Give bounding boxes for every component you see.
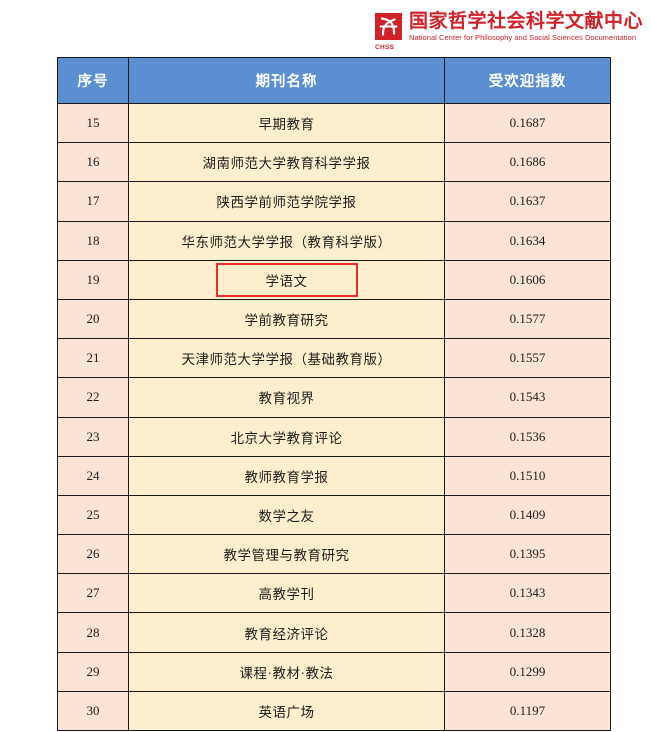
- journal-name-label: 北京大学教育评论: [230, 430, 343, 446]
- brand-subtitle: National Center for Philosophy and Socia…: [408, 33, 637, 42]
- cell-rank: 28: [57, 612, 129, 653]
- table-row: 16 湖南师范大学教育科学学报 0.1686: [57, 142, 611, 183]
- journal-ranking-table: 序号 期刊名称 受欢迎指数 15 早期教育 0.1687 16 湖南师范大学教育科学学报…: [57, 57, 611, 732]
- cell-popularity-index: 0.1686: [444, 142, 611, 183]
- table-header-row: 序号 期刊名称 受欢迎指数: [57, 57, 611, 104]
- journal-name-label: 陕西学前师范学院学报: [216, 195, 357, 211]
- journal-name-label: 早期教育: [258, 117, 315, 133]
- cell-rank: 27: [57, 573, 129, 614]
- journal-name-label: 华东师范大学学报（教育科学版）: [181, 234, 392, 250]
- journal-name-label: 学前教育研究: [244, 313, 329, 329]
- table-row: 22 教育视界 0.1543: [57, 377, 611, 418]
- cell-popularity-index: 0.1543: [444, 377, 611, 418]
- table-body: 15 早期教育 0.1687 16 湖南师范大学教育科学学报 0.1686 17 陕西学前师范…: [57, 102, 611, 732]
- cell-journal-name[interactable]: 教师教育学报: [128, 455, 445, 496]
- journal-name-label: 教学管理与教育研究: [223, 548, 350, 564]
- cell-popularity-index: 0.1577: [444, 298, 611, 340]
- cell-rank: 22: [57, 377, 129, 418]
- cell-rank: 21: [57, 338, 129, 379]
- cell-rank: 16: [57, 142, 129, 183]
- journal-name-label: 湖南师范大学教育科学学报: [202, 156, 371, 172]
- column-header-rank: 序号: [57, 57, 129, 104]
- cell-journal-name[interactable]: 天津师范大学学报（基础教育版）: [128, 338, 445, 379]
- table-header: 序号 期刊名称 受欢迎指数: [57, 57, 611, 104]
- journal-name-label: 教育视界: [258, 391, 315, 407]
- cell-journal-name[interactable]: 英语广场: [128, 690, 445, 732]
- cell-rank: 26: [57, 534, 129, 575]
- cell-rank: 30: [57, 690, 129, 732]
- table-row: 17 陕西学前师范学院学报 0.1637: [57, 181, 611, 222]
- cell-journal-name[interactable]: 湖南师范大学教育科学学报: [128, 142, 445, 183]
- journal-name-label: 课程·教材·教法: [239, 665, 334, 681]
- cell-journal-name[interactable]: 学语文: [128, 259, 445, 300]
- table-row: 21 天津师范大学学报（基础教育版） 0.1557: [57, 338, 611, 379]
- cell-rank: 17: [57, 181, 129, 222]
- table-row: 26 教学管理与教育研究 0.1395: [57, 534, 611, 575]
- cell-rank: 23: [57, 416, 129, 457]
- table-row: 28 教育经济评论 0.1328: [57, 612, 611, 653]
- cell-popularity-index: 0.1557: [444, 338, 611, 379]
- highlighted-journal-name: 学语文: [215, 262, 358, 297]
- column-header-popularity-index: 受欢迎指数: [444, 57, 611, 104]
- table-row: 27 高教学刊 0.1343: [57, 573, 611, 614]
- chss-logo-icon: CHSS: [374, 13, 402, 51]
- cell-rank: 19: [57, 259, 129, 300]
- cell-popularity-index: 0.1687: [444, 102, 611, 144]
- cell-popularity-index: 0.1328: [444, 612, 611, 653]
- journal-name-label: 教育经济评论: [244, 626, 329, 642]
- table-row: 15 早期教育 0.1687: [57, 102, 611, 144]
- cell-popularity-index: 0.1637: [444, 181, 611, 222]
- cell-journal-name[interactable]: 教育视界: [128, 377, 445, 418]
- table-row: 18 华东师范大学学报（教育科学版） 0.1634: [57, 220, 611, 261]
- chss-abbr-label: CHSS: [374, 44, 395, 52]
- cell-popularity-index: 0.1634: [444, 220, 611, 261]
- brand-header: CHSS 国家哲学社会科学文献中心 National Center for Ph…: [374, 11, 643, 51]
- cell-popularity-index: 0.1536: [444, 416, 611, 457]
- brand-title: 国家哲学社会科学文献中心: [408, 11, 643, 32]
- journal-name-label: 数学之友: [258, 508, 315, 524]
- cell-journal-name[interactable]: 高教学刊: [128, 573, 445, 614]
- cell-popularity-index: 0.1197: [444, 690, 611, 732]
- journal-name-label: 高教学刊: [258, 587, 315, 603]
- cell-journal-name[interactable]: 陕西学前师范学院学报: [128, 181, 445, 222]
- cell-journal-name[interactable]: 学前教育研究: [128, 298, 445, 340]
- cell-rank: 24: [57, 455, 129, 496]
- table-row: 25 数学之友 0.1409: [57, 494, 611, 536]
- cell-journal-name[interactable]: 课程·教材·教法: [128, 651, 445, 692]
- cell-popularity-index: 0.1299: [444, 651, 611, 692]
- cell-popularity-index: 0.1395: [444, 534, 611, 575]
- table-row: 19 学语文 0.1606: [57, 259, 611, 300]
- cell-rank: 25: [57, 494, 129, 536]
- cell-journal-name[interactable]: 教育经济评论: [128, 612, 445, 653]
- journal-name-label: 英语广场: [258, 704, 315, 720]
- cell-rank: 18: [57, 220, 129, 261]
- cell-popularity-index: 0.1343: [444, 573, 611, 614]
- cell-journal-name[interactable]: 北京大学教育评论: [128, 416, 445, 457]
- journal-name-label: 天津师范大学学报（基础教育版）: [181, 352, 392, 368]
- cell-journal-name[interactable]: 华东师范大学学报（教育科学版）: [128, 220, 445, 261]
- table-row: 24 教师教育学报 0.1510: [57, 455, 611, 496]
- journal-name-label: 教师教育学报: [244, 469, 329, 485]
- table-row: 29 课程·教材·教法 0.1299: [57, 651, 611, 692]
- cell-journal-name[interactable]: 教学管理与教育研究: [128, 534, 445, 575]
- table-row: 23 北京大学教育评论 0.1536: [57, 416, 611, 457]
- column-header-journal-name: 期刊名称: [128, 57, 445, 104]
- cell-rank: 15: [57, 102, 129, 144]
- cell-journal-name[interactable]: 早期教育: [128, 102, 445, 144]
- cell-popularity-index: 0.1606: [444, 259, 611, 300]
- table-row: 30 英语广场 0.1197: [57, 690, 611, 732]
- cell-journal-name[interactable]: 数学之友: [128, 494, 445, 536]
- cell-popularity-index: 0.1409: [444, 494, 611, 536]
- cell-rank: 29: [57, 651, 129, 692]
- table-row: 20 学前教育研究 0.1577: [57, 298, 611, 340]
- cell-rank: 20: [57, 298, 129, 340]
- cell-popularity-index: 0.1510: [444, 455, 611, 496]
